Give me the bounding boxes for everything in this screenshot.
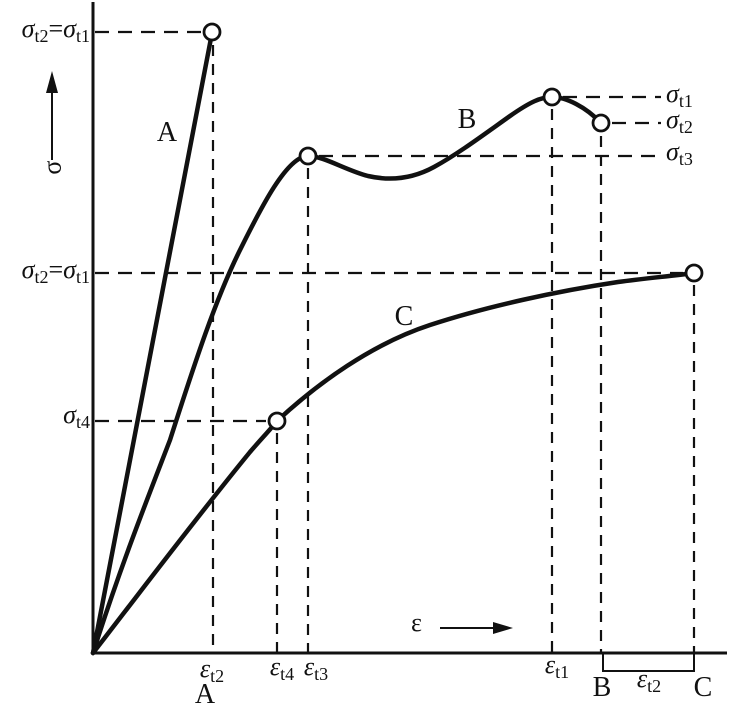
curve-c-path: [90, 270, 697, 656]
curve-b-path: [90, 94, 604, 656]
subscript-t2: t2: [34, 26, 49, 46]
epsilon-axis-arrowhead-icon: [493, 622, 513, 634]
marker-a-end: [202, 22, 222, 42]
subscript-t4: t4: [75, 412, 90, 432]
epsilon-symbol: ε: [269, 652, 281, 681]
sigma-symbol: σ: [63, 255, 76, 284]
label-sigma-t2: σt2: [666, 105, 693, 136]
x-axis-title-epsilon: ε: [411, 609, 422, 636]
subscript-t3: t3: [314, 664, 329, 684]
sigma-axis-arrowhead-icon: [46, 71, 58, 93]
label-eps-t2-bracket: εt2: [636, 664, 661, 695]
sigma-symbol: σ: [21, 14, 35, 43]
epsilon-symbol: ε: [544, 650, 556, 679]
sigma-symbol: σ: [21, 255, 35, 284]
label-eps-t4: εt4: [269, 652, 294, 683]
subscript-t3: t3: [678, 149, 693, 169]
subscript-t1: t1: [75, 267, 90, 287]
subscript-t1: t1: [555, 662, 570, 682]
label-curve-a: A: [156, 117, 178, 148]
subscript-t2: t2: [678, 117, 693, 137]
marker-b-local-max: [298, 146, 318, 166]
equals-sign: =: [48, 14, 64, 43]
epsilon-symbol: ε: [199, 654, 211, 683]
y-axis-title-sigma: σ: [37, 152, 67, 184]
marker-b-end: [591, 113, 611, 133]
label-sigma-t2-eq-t1-top: σt2=σt1: [0, 14, 90, 45]
label-sigma-t3: σt3: [666, 137, 693, 168]
label-eps-t1: εt1: [544, 650, 569, 681]
epsilon-symbol: ε: [636, 664, 648, 693]
sigma-symbol: σ: [63, 400, 76, 429]
label-sigma-t2-eq-t1-mid: σt2=σt1: [0, 255, 90, 286]
label-curve-c: C: [394, 301, 414, 332]
label-c-below-axis: C: [693, 672, 713, 703]
marker-b-max: [542, 87, 562, 107]
label-a-below-axis: A: [194, 679, 216, 709]
sigma-symbol: σ: [666, 105, 679, 134]
label-curve-b: B: [457, 104, 477, 135]
subscript-t2: t2: [647, 676, 662, 696]
label-b-below-axis: B: [592, 672, 612, 703]
sigma-symbol: σ: [63, 14, 76, 43]
subscript-t2: t2: [210, 666, 225, 686]
label-eps-t3: εt3: [303, 652, 328, 683]
epsilon-symbol: ε: [411, 608, 422, 637]
sigma-symbol: σ: [37, 160, 67, 175]
label-eps-t2: εt2: [199, 654, 224, 685]
subscript-t1: t1: [678, 91, 693, 111]
equals-sign: =: [48, 255, 64, 284]
label-sigma-t4: σt4: [0, 400, 90, 431]
curve-a-path: [90, 30, 215, 656]
marker-c-sigma-t4: [267, 411, 287, 431]
subscript-t1: t1: [75, 26, 90, 46]
eps-t2-bracket: [602, 654, 695, 672]
subscript-t2: t2: [34, 267, 49, 287]
marker-c-end: [684, 263, 704, 283]
label-sigma-t1: σt1: [666, 79, 693, 110]
sigma-symbol: σ: [666, 79, 679, 108]
subscript-t4: t4: [280, 664, 295, 684]
epsilon-symbol: ε: [303, 652, 315, 681]
sigma-symbol: σ: [666, 137, 679, 166]
